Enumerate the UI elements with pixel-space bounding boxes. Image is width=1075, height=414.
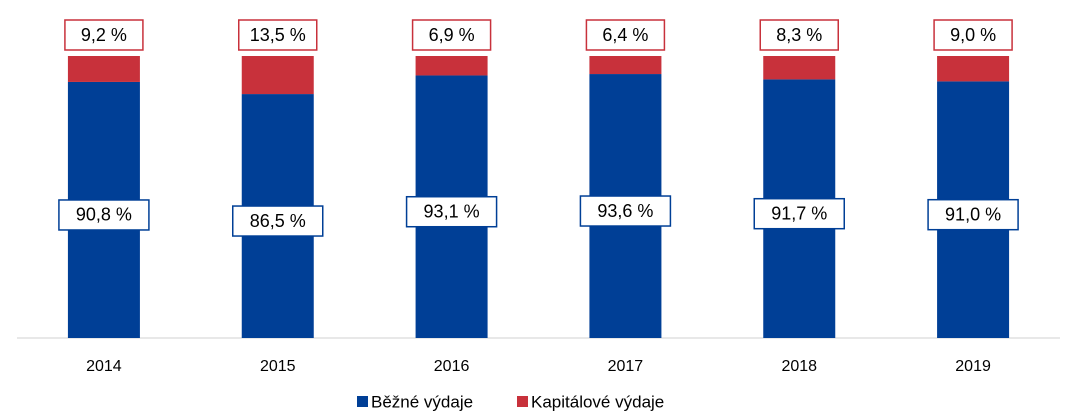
value-label-box (933, 19, 1013, 51)
value-label-box (238, 19, 318, 51)
bar-segment (937, 56, 1010, 82)
x-tick-label: 2014 (86, 358, 122, 375)
value-label-box (58, 199, 150, 231)
value-label-box (927, 198, 1019, 231)
value-label-box (232, 205, 324, 237)
value-label: 91,7 % (771, 203, 827, 223)
value-label-box (64, 19, 144, 51)
bar-segment (241, 56, 314, 95)
value-label: 93,6 % (597, 201, 653, 221)
value-label: 6,4 % (602, 25, 648, 45)
bar-segment (763, 56, 836, 80)
value-label: 9,0 % (950, 25, 996, 45)
bar-segment (415, 56, 488, 76)
value-label-box (753, 197, 845, 230)
value-label-box (405, 195, 498, 228)
x-tick-label: 2016 (434, 358, 470, 375)
value-label-box (585, 19, 666, 51)
value-label-box (579, 195, 672, 227)
value-label: 6,9 % (429, 25, 475, 45)
legend-swatch (357, 396, 368, 407)
value-label: 9,2 % (81, 25, 127, 45)
legend-label: Kapitálové výdaje (531, 392, 664, 411)
bar-segment (67, 56, 140, 82)
legend-swatch (517, 396, 528, 407)
value-label: 93,1 % (424, 201, 480, 221)
x-tick-label: 2018 (781, 358, 817, 375)
value-label: 8,3 % (776, 25, 822, 45)
value-label: 91,0 % (945, 204, 1001, 224)
value-label: 86,5 % (250, 211, 306, 231)
value-label-box (759, 19, 839, 51)
bar-segment (589, 56, 662, 75)
value-label-box (411, 19, 492, 51)
value-label: 90,8 % (76, 205, 132, 225)
x-tick-label: 2017 (608, 358, 644, 375)
value-label: 13,5 % (250, 25, 306, 45)
x-tick-label: 2015 (260, 358, 296, 375)
x-tick-label: 2019 (955, 358, 991, 375)
legend-label: Běžné výdaje (371, 392, 473, 411)
